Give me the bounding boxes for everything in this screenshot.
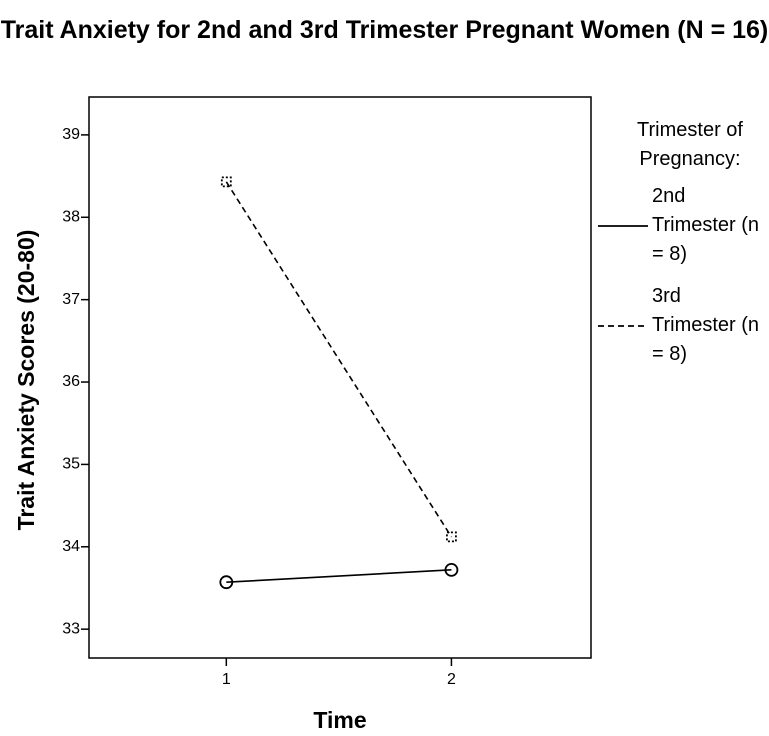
marker: [446, 531, 457, 543]
chart-title: Trait Anxiety for 2nd and 3rd Trimester …: [0, 16, 769, 44]
y-tick-label: 34: [62, 538, 80, 555]
legend-label: 2nd Trimester (n = 8): [652, 185, 760, 265]
y-tick-label: 38: [62, 208, 80, 225]
series-line: [225, 181, 453, 538]
legend-title: Trimester of Pregnancy:: [637, 119, 743, 170]
y-tick-label: 39: [62, 126, 80, 143]
x-tick-label: 1: [222, 671, 231, 688]
y-tick-label: 35: [62, 456, 80, 473]
x-tick-label: 2: [447, 671, 456, 688]
plot-frame: [88, 96, 592, 659]
x-axis-label: Time: [313, 707, 366, 733]
marker: [219, 575, 234, 590]
y-axis-label: Trait Anxiety Scores (20-80): [13, 230, 39, 531]
y-tick-label: 36: [62, 373, 80, 390]
series-line: [226, 569, 452, 584]
marker: [220, 176, 232, 188]
legend-label: 3rd Trimester (n = 8): [652, 285, 760, 365]
marker: [444, 562, 459, 577]
y-tick-label: 37: [62, 291, 80, 308]
y-tick-label: 33: [62, 620, 80, 637]
